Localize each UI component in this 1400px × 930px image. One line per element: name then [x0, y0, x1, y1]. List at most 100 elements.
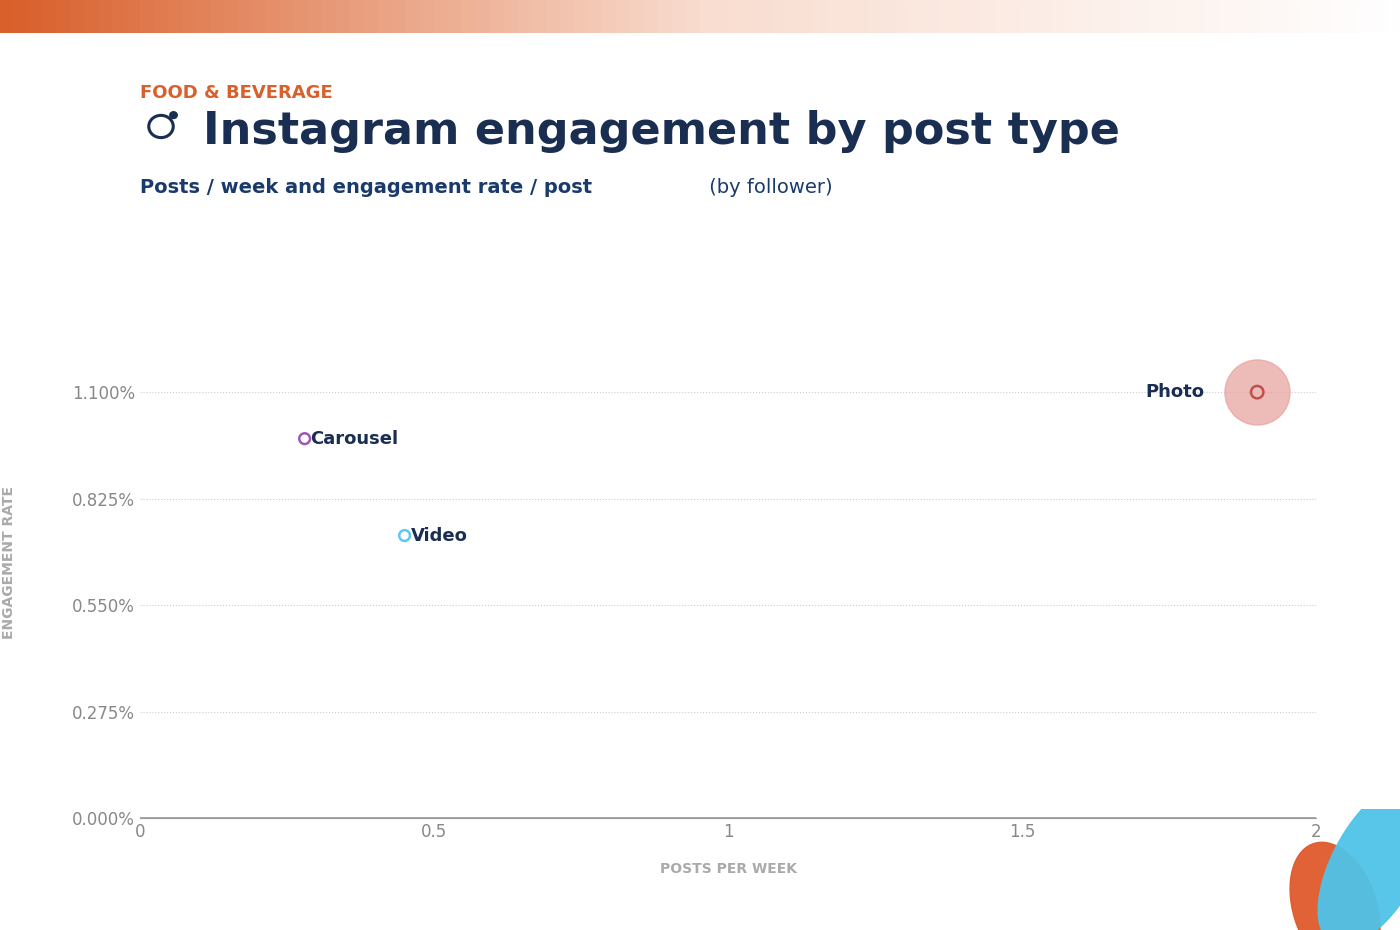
Bar [742, 0, 756, 33]
Y-axis label: ENGAGEMENT RATE: ENGAGEMENT RATE [3, 486, 17, 639]
Bar [490, 0, 504, 33]
Point [393, 528, 416, 543]
Bar [70, 0, 84, 33]
Bar [616, 0, 630, 33]
Bar [224, 0, 238, 33]
Bar [238, 0, 252, 33]
Bar [210, 0, 224, 33]
Bar [1372, 0, 1386, 33]
Bar [280, 0, 294, 33]
Bar [476, 0, 490, 33]
Text: Carousel: Carousel [311, 430, 399, 447]
Bar [154, 0, 168, 33]
Bar [392, 0, 406, 33]
Bar [994, 0, 1008, 33]
Bar [644, 0, 658, 33]
Bar [1092, 0, 1106, 33]
Bar [924, 0, 938, 33]
Bar [1106, 0, 1120, 33]
Bar [28, 0, 42, 33]
Bar [868, 0, 882, 33]
Bar [1288, 0, 1302, 33]
Bar [1358, 0, 1372, 33]
Bar [1036, 0, 1050, 33]
Bar [1316, 0, 1330, 33]
Bar [336, 0, 350, 33]
Bar [1190, 0, 1204, 33]
Bar [140, 0, 154, 33]
Bar [798, 0, 812, 33]
Bar [0, 0, 14, 33]
Bar [1386, 0, 1400, 33]
Bar [1260, 0, 1274, 33]
Text: Video: Video [410, 526, 468, 545]
Bar [1050, 0, 1064, 33]
Bar [112, 0, 126, 33]
Circle shape [169, 112, 178, 118]
X-axis label: POSTS PER WEEK: POSTS PER WEEK [659, 862, 797, 876]
Bar [1204, 0, 1218, 33]
Bar [1302, 0, 1316, 33]
Bar [196, 0, 210, 33]
Bar [1330, 0, 1344, 33]
Ellipse shape [1319, 781, 1400, 930]
Bar [812, 0, 826, 33]
Bar [350, 0, 364, 33]
Bar [714, 0, 728, 33]
Point [1246, 385, 1268, 400]
Bar [980, 0, 994, 33]
Bar [896, 0, 910, 33]
Bar [882, 0, 896, 33]
Bar [42, 0, 56, 33]
Bar [1232, 0, 1246, 33]
Text: Rival: Rival [1219, 853, 1266, 870]
Bar [1176, 0, 1190, 33]
Bar [630, 0, 644, 33]
Bar [574, 0, 588, 33]
Bar [966, 0, 980, 33]
Bar [462, 0, 476, 33]
Bar [56, 0, 70, 33]
Bar [588, 0, 602, 33]
Bar [1344, 0, 1358, 33]
Bar [14, 0, 28, 33]
Bar [728, 0, 742, 33]
Bar [1008, 0, 1022, 33]
Bar [826, 0, 840, 33]
Bar [1218, 0, 1232, 33]
Bar [98, 0, 112, 33]
Bar [840, 0, 854, 33]
Bar [434, 0, 448, 33]
Bar [378, 0, 392, 33]
Bar [322, 0, 336, 33]
Text: (by follower): (by follower) [703, 178, 833, 196]
Bar [1078, 0, 1092, 33]
Bar [1134, 0, 1148, 33]
Text: FOOD & BEVERAGE: FOOD & BEVERAGE [140, 84, 333, 101]
Bar [686, 0, 700, 33]
Bar [1148, 0, 1162, 33]
Bar [168, 0, 182, 33]
Text: Instagram engagement by post type: Instagram engagement by post type [203, 110, 1120, 153]
Text: IQ: IQ [1229, 882, 1256, 902]
Text: Photo: Photo [1145, 383, 1204, 401]
Bar [560, 0, 574, 33]
Bar [420, 0, 434, 33]
Bar [672, 0, 686, 33]
Text: Posts / week and engagement rate / post: Posts / week and engagement rate / post [140, 178, 592, 196]
Bar [1162, 0, 1176, 33]
Bar [1022, 0, 1036, 33]
Bar [910, 0, 924, 33]
Bar [770, 0, 784, 33]
Bar [294, 0, 308, 33]
Bar [854, 0, 868, 33]
Bar [700, 0, 714, 33]
Bar [1064, 0, 1078, 33]
Point [1246, 385, 1268, 400]
Bar [546, 0, 560, 33]
Bar [952, 0, 966, 33]
Bar [266, 0, 280, 33]
Bar [602, 0, 616, 33]
Bar [784, 0, 798, 33]
Bar [1246, 0, 1260, 33]
